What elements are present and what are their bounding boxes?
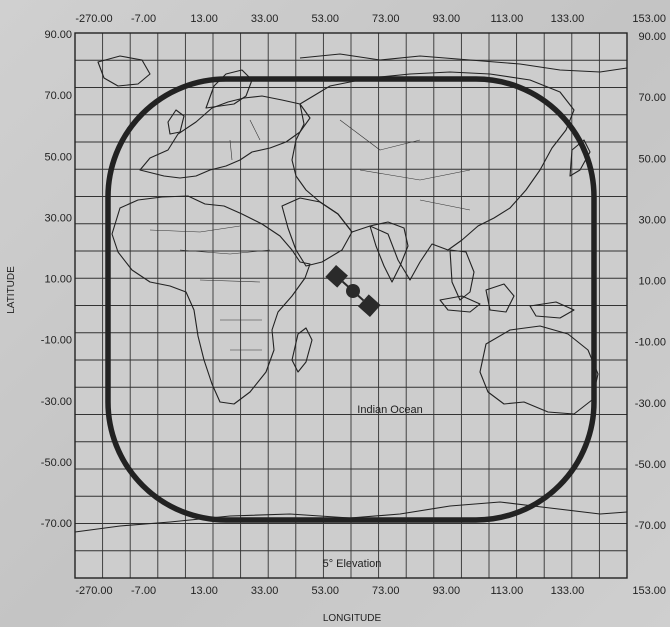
x-tick-label-top: 93.00 [433,13,461,25]
arabia-landmass [281,197,353,267]
x-tick-label-bottom: 93.00 [433,585,461,597]
y-tick-label-right: -30.00 [635,398,666,410]
indian-ocean-label: Indian Ocean [357,404,422,416]
y-tick-label-left: 90.00 [44,29,72,41]
y-tick-label-right: 90.00 [638,31,666,43]
x-tick-label-bottom: 53.00 [311,585,339,597]
y-axis-left-tick-labels: 90.00 70.00 50.00 30.00 10.00 -10.00 -30.00 -50… [41,29,72,530]
x-tick-label-top: 33.00 [251,13,279,25]
southeast-asia-landmass [449,249,475,301]
x-axis-top-tick-labels: -270.00 -7.00 13.00 33.00 53.00 73.00 93.00 113… [75,13,666,25]
elevation-contour-label: 5° Elevation [323,558,382,570]
x-tick-label-bottom: 113.00 [490,585,523,597]
x-tick-label-bottom: -270.00 [75,585,112,597]
y-tick-label-right: -10.00 [635,337,666,349]
country-borders [149,119,471,351]
y-tick-label-right: 50.00 [638,153,666,165]
australia-landmass [479,325,599,415]
india-landmass [369,221,409,283]
asia-landmass [291,71,575,281]
x-axis-bottom-tick-labels: -270.00 -7.00 13.00 33.00 53.00 73.00 93.00 113… [75,585,666,597]
x-tick-label-bottom: 73.00 [372,585,400,597]
y-axis-right-tick-labels: 90.00 70.00 50.00 30.00 10.00 -10.00 -30.00 -50… [635,31,666,532]
x-tick-label-top: 133.00 [551,13,585,25]
x-tick-label-top: 13.00 [190,13,218,25]
x-tick-label-top: -270.00 [75,13,112,25]
x-tick-label-top: -7.00 [131,13,156,25]
arctic-coastline [299,53,628,73]
greenland-landmass [97,55,151,87]
y-tick-label-right: -50.00 [635,459,666,471]
y-tick-label-left: 10.00 [44,274,72,286]
y-tick-label-left: -50.00 [41,457,72,469]
new-guinea-island [529,301,575,319]
y-tick-label-left: 30.00 [44,212,72,224]
y-tick-label-left: -30.00 [41,396,72,408]
y-axis-title: LATITUDE [6,266,17,314]
x-tick-label-top: 73.00 [372,13,400,25]
y-tick-label-right: 10.00 [638,276,666,288]
x-axis-title: LONGITUDE [323,613,382,624]
y-tick-label-left: 50.00 [44,151,72,163]
y-tick-label-right: -70.00 [635,520,666,532]
x-tick-label-top: 113.00 [490,13,523,25]
madagascar-landmass [291,327,313,373]
x-tick-label-bottom: 153.00 [632,585,666,597]
scandinavia-landmass [205,69,253,109]
x-tick-label-top: 153.00 [632,13,666,25]
x-tick-label-top: 53.00 [311,13,339,25]
y-tick-label-right: 30.00 [638,214,666,226]
europe-landmass [139,95,311,179]
x-tick-label-bottom: 33.00 [251,585,279,597]
indonesia-islands [439,295,481,313]
y-tick-label-left: -10.00 [41,335,72,347]
y-tick-label-right: 70.00 [638,92,666,104]
x-tick-label-bottom: 13.00 [190,585,218,597]
y-tick-label-left: -70.00 [41,518,72,530]
coverage-contour-5-degree [105,76,597,523]
borneo-island [485,283,515,313]
antarctica-coastline [74,501,628,533]
british-isles-landmass [167,109,185,135]
y-tick-label-left: 70.00 [44,90,72,102]
africa-landmass [111,195,311,405]
x-tick-label-bottom: 133.00 [551,585,585,597]
landmasses [74,53,628,533]
x-tick-label-bottom: -7.00 [131,585,156,597]
plot-frame [74,32,628,579]
satellite-icon [325,264,381,318]
